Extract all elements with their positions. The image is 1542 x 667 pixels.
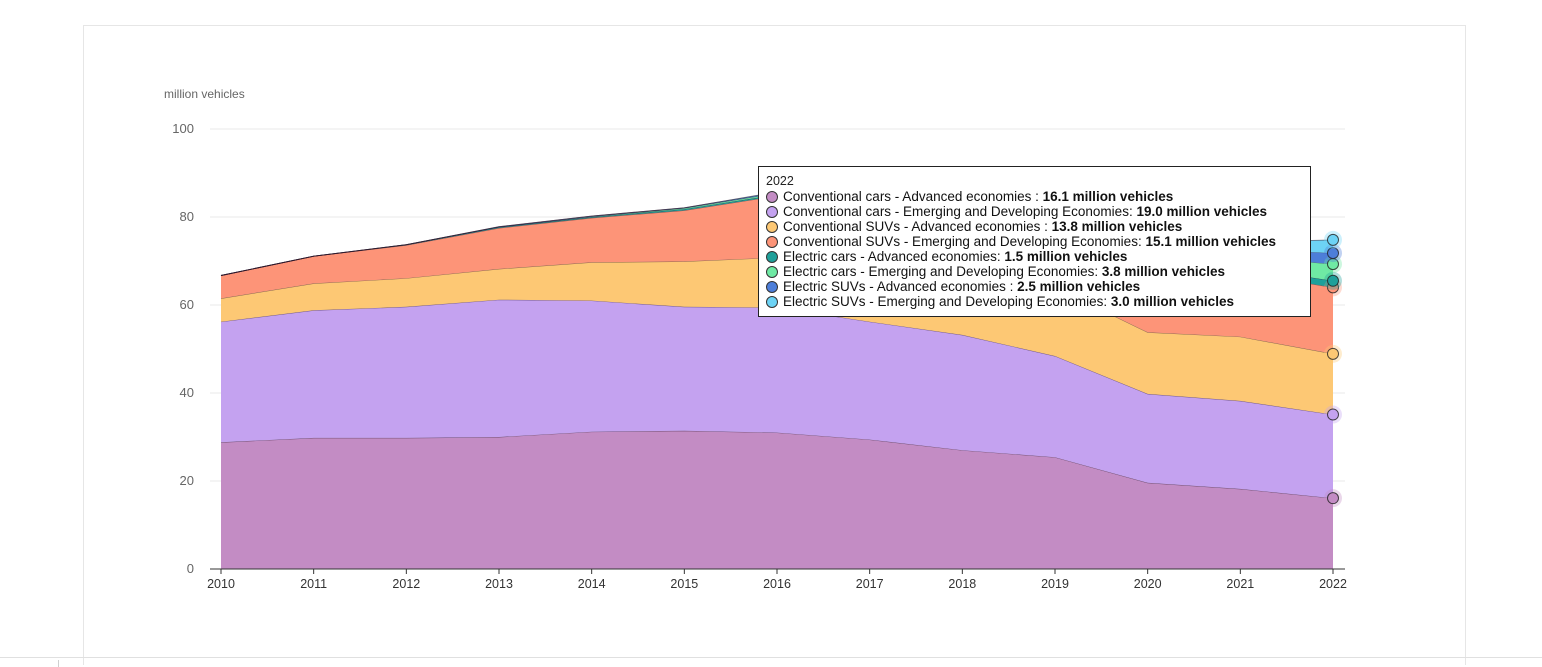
hover-markers xyxy=(1324,230,1342,508)
y-tick-label: 40 xyxy=(180,385,194,400)
axes: 0 20 40 60 80 100 2010 2011 2012 2013 2014 2015 2016… xyxy=(172,121,1347,591)
y-tick-label: 20 xyxy=(180,473,194,488)
area-series-2 xyxy=(221,299,1333,499)
tooltip-swatch xyxy=(766,250,778,263)
tooltip-value: 3.0 million vehicles xyxy=(1110,294,1234,309)
y-tick-label: 0 xyxy=(187,561,194,576)
tooltip-row: Conventional SUVs - Advanced economies :… xyxy=(766,219,1310,234)
marker-7 xyxy=(1327,247,1339,260)
hover-tooltip: 2022 Conventional cars - Advanced econom… xyxy=(758,166,1311,317)
tooltip-value: 19.0 million vehicles xyxy=(1136,204,1268,219)
tooltip-value: 15.1 million vehicles xyxy=(1145,234,1277,249)
scroll-marker xyxy=(58,660,59,667)
area-series-1 xyxy=(221,430,1333,569)
tooltip-row: Conventional cars - Emerging and Develop… xyxy=(766,204,1310,219)
tooltip-label: Electric SUVs - Advanced economies : xyxy=(783,279,1018,294)
tooltip-label: Electric cars - Emerging and Developing … xyxy=(783,264,1102,279)
tooltip-label: Conventional cars - Advanced economies : xyxy=(783,189,1043,204)
tooltip-label: Electric SUVs - Emerging and Developing … xyxy=(783,294,1111,309)
tooltip-value: 1.5 million vehicles xyxy=(1004,249,1128,264)
marker-3 xyxy=(1327,347,1339,360)
x-tick-label: 2022 xyxy=(1319,577,1347,591)
tooltip-swatch xyxy=(766,220,778,233)
marker-2 xyxy=(1327,408,1339,421)
tooltip-row: Electric cars - Emerging and Developing … xyxy=(766,264,1310,279)
page-divider xyxy=(0,657,1542,658)
tooltip-label: Electric cars - Advanced economies: xyxy=(783,249,1005,264)
y-tick-label: 60 xyxy=(180,297,194,312)
x-tick-label: 2016 xyxy=(763,577,791,591)
tooltip-rows: Conventional cars - Advanced economies :… xyxy=(766,189,1310,309)
x-tick-label: 2014 xyxy=(578,577,606,591)
tooltip-label: Conventional cars - Emerging and Develop… xyxy=(783,204,1137,219)
tooltip-value: 2.5 million vehicles xyxy=(1017,279,1141,294)
tooltip-swatch xyxy=(766,280,778,293)
marker-1 xyxy=(1327,492,1339,505)
tooltip-year: 2022 xyxy=(766,174,794,188)
tooltip-row: Conventional SUVs - Emerging and Develop… xyxy=(766,234,1310,249)
x-tick-label: 2015 xyxy=(670,577,698,591)
tooltip-swatch xyxy=(766,295,778,308)
x-tick-label: 2017 xyxy=(856,577,884,591)
tooltip-swatch xyxy=(766,235,778,248)
tooltip-value: 13.8 million vehicles xyxy=(1051,219,1183,234)
x-tick-label: 2010 xyxy=(207,577,235,591)
tooltip-swatch xyxy=(766,190,778,203)
tooltip-swatch xyxy=(766,205,778,218)
tooltip-label: Conventional SUVs - Emerging and Develop… xyxy=(783,234,1146,249)
x-tick-label: 2011 xyxy=(300,577,327,591)
y-tick-label: 100 xyxy=(172,121,194,136)
tooltip-row: Conventional cars - Advanced economies :… xyxy=(766,189,1310,204)
x-tick-label: 2013 xyxy=(485,577,513,591)
tooltip-value: 16.1 million vehicles xyxy=(1042,189,1174,204)
x-tick-label: 2021 xyxy=(1226,577,1254,591)
marker-8 xyxy=(1327,233,1339,246)
y-tick-label: 80 xyxy=(180,209,194,224)
tooltip-value: 3.8 million vehicles xyxy=(1101,264,1225,279)
tooltip-row: Electric SUVs - Emerging and Developing … xyxy=(766,294,1310,309)
tooltip-swatch xyxy=(766,265,778,278)
marker-5 xyxy=(1327,274,1339,287)
tooltip-label: Conventional SUVs - Advanced economies : xyxy=(783,219,1052,234)
x-tick-label: 2012 xyxy=(392,577,420,591)
x-tick-label: 2018 xyxy=(948,577,976,591)
x-tick-label: 2020 xyxy=(1134,577,1162,591)
tooltip-row: Electric cars - Advanced economies: 1.5 … xyxy=(766,249,1310,264)
y-axis-title: million vehicles xyxy=(164,87,245,101)
tooltip-row: Electric SUVs - Advanced economies : 2.5… xyxy=(766,279,1310,294)
x-tick-label: 2019 xyxy=(1041,577,1069,591)
